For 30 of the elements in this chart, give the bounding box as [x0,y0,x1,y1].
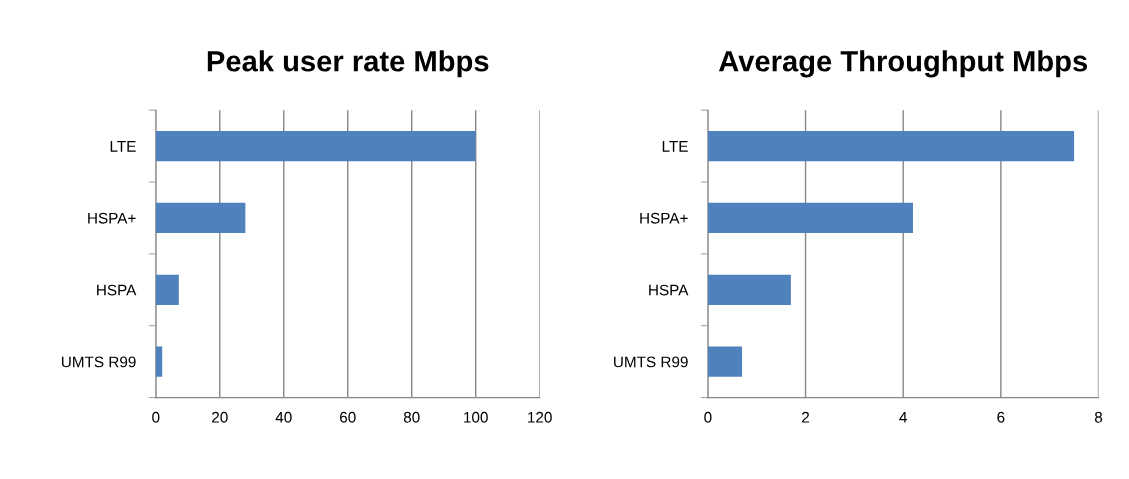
y-tick-label: LTE [110,141,136,152]
y-tick-label: LTE [662,141,688,152]
y-tick-label: HSPA+ [640,212,688,224]
x-tick-label: 0 [152,411,160,423]
y-tick-label: HSPA+ [88,212,136,224]
x-tick-label: 120 [528,411,552,423]
chart-title: Peak user rate Mbps [207,50,489,78]
bar [707,274,791,305]
bar [155,202,246,234]
x-tick-label: 2 [802,411,810,423]
bar [155,274,179,305]
x-tick-label: 6 [997,411,1005,423]
x-tick-label: 0 [704,411,712,423]
x-tick-label: 4 [899,412,907,423]
x-tick-label: 100 [464,411,488,423]
x-tick-label: 8 [1094,411,1103,423]
y-tick-label: HSPA [649,284,689,296]
bar [155,346,163,377]
y-tick-label: UMTS R99 [614,356,688,368]
bar [707,202,913,234]
y-tick-label: UMTS R99 [61,356,136,368]
chart-title: Average Throughput Mbps [718,50,1087,78]
y-tick-label: HSPA [97,284,137,296]
bar [155,131,476,162]
x-tick-label: 60 [340,411,356,423]
bar [707,346,743,377]
x-tick-label: 20 [212,411,228,423]
x-tick-label: 40 [275,411,292,423]
bar [707,131,1075,162]
x-tick-label: 80 [403,411,420,423]
